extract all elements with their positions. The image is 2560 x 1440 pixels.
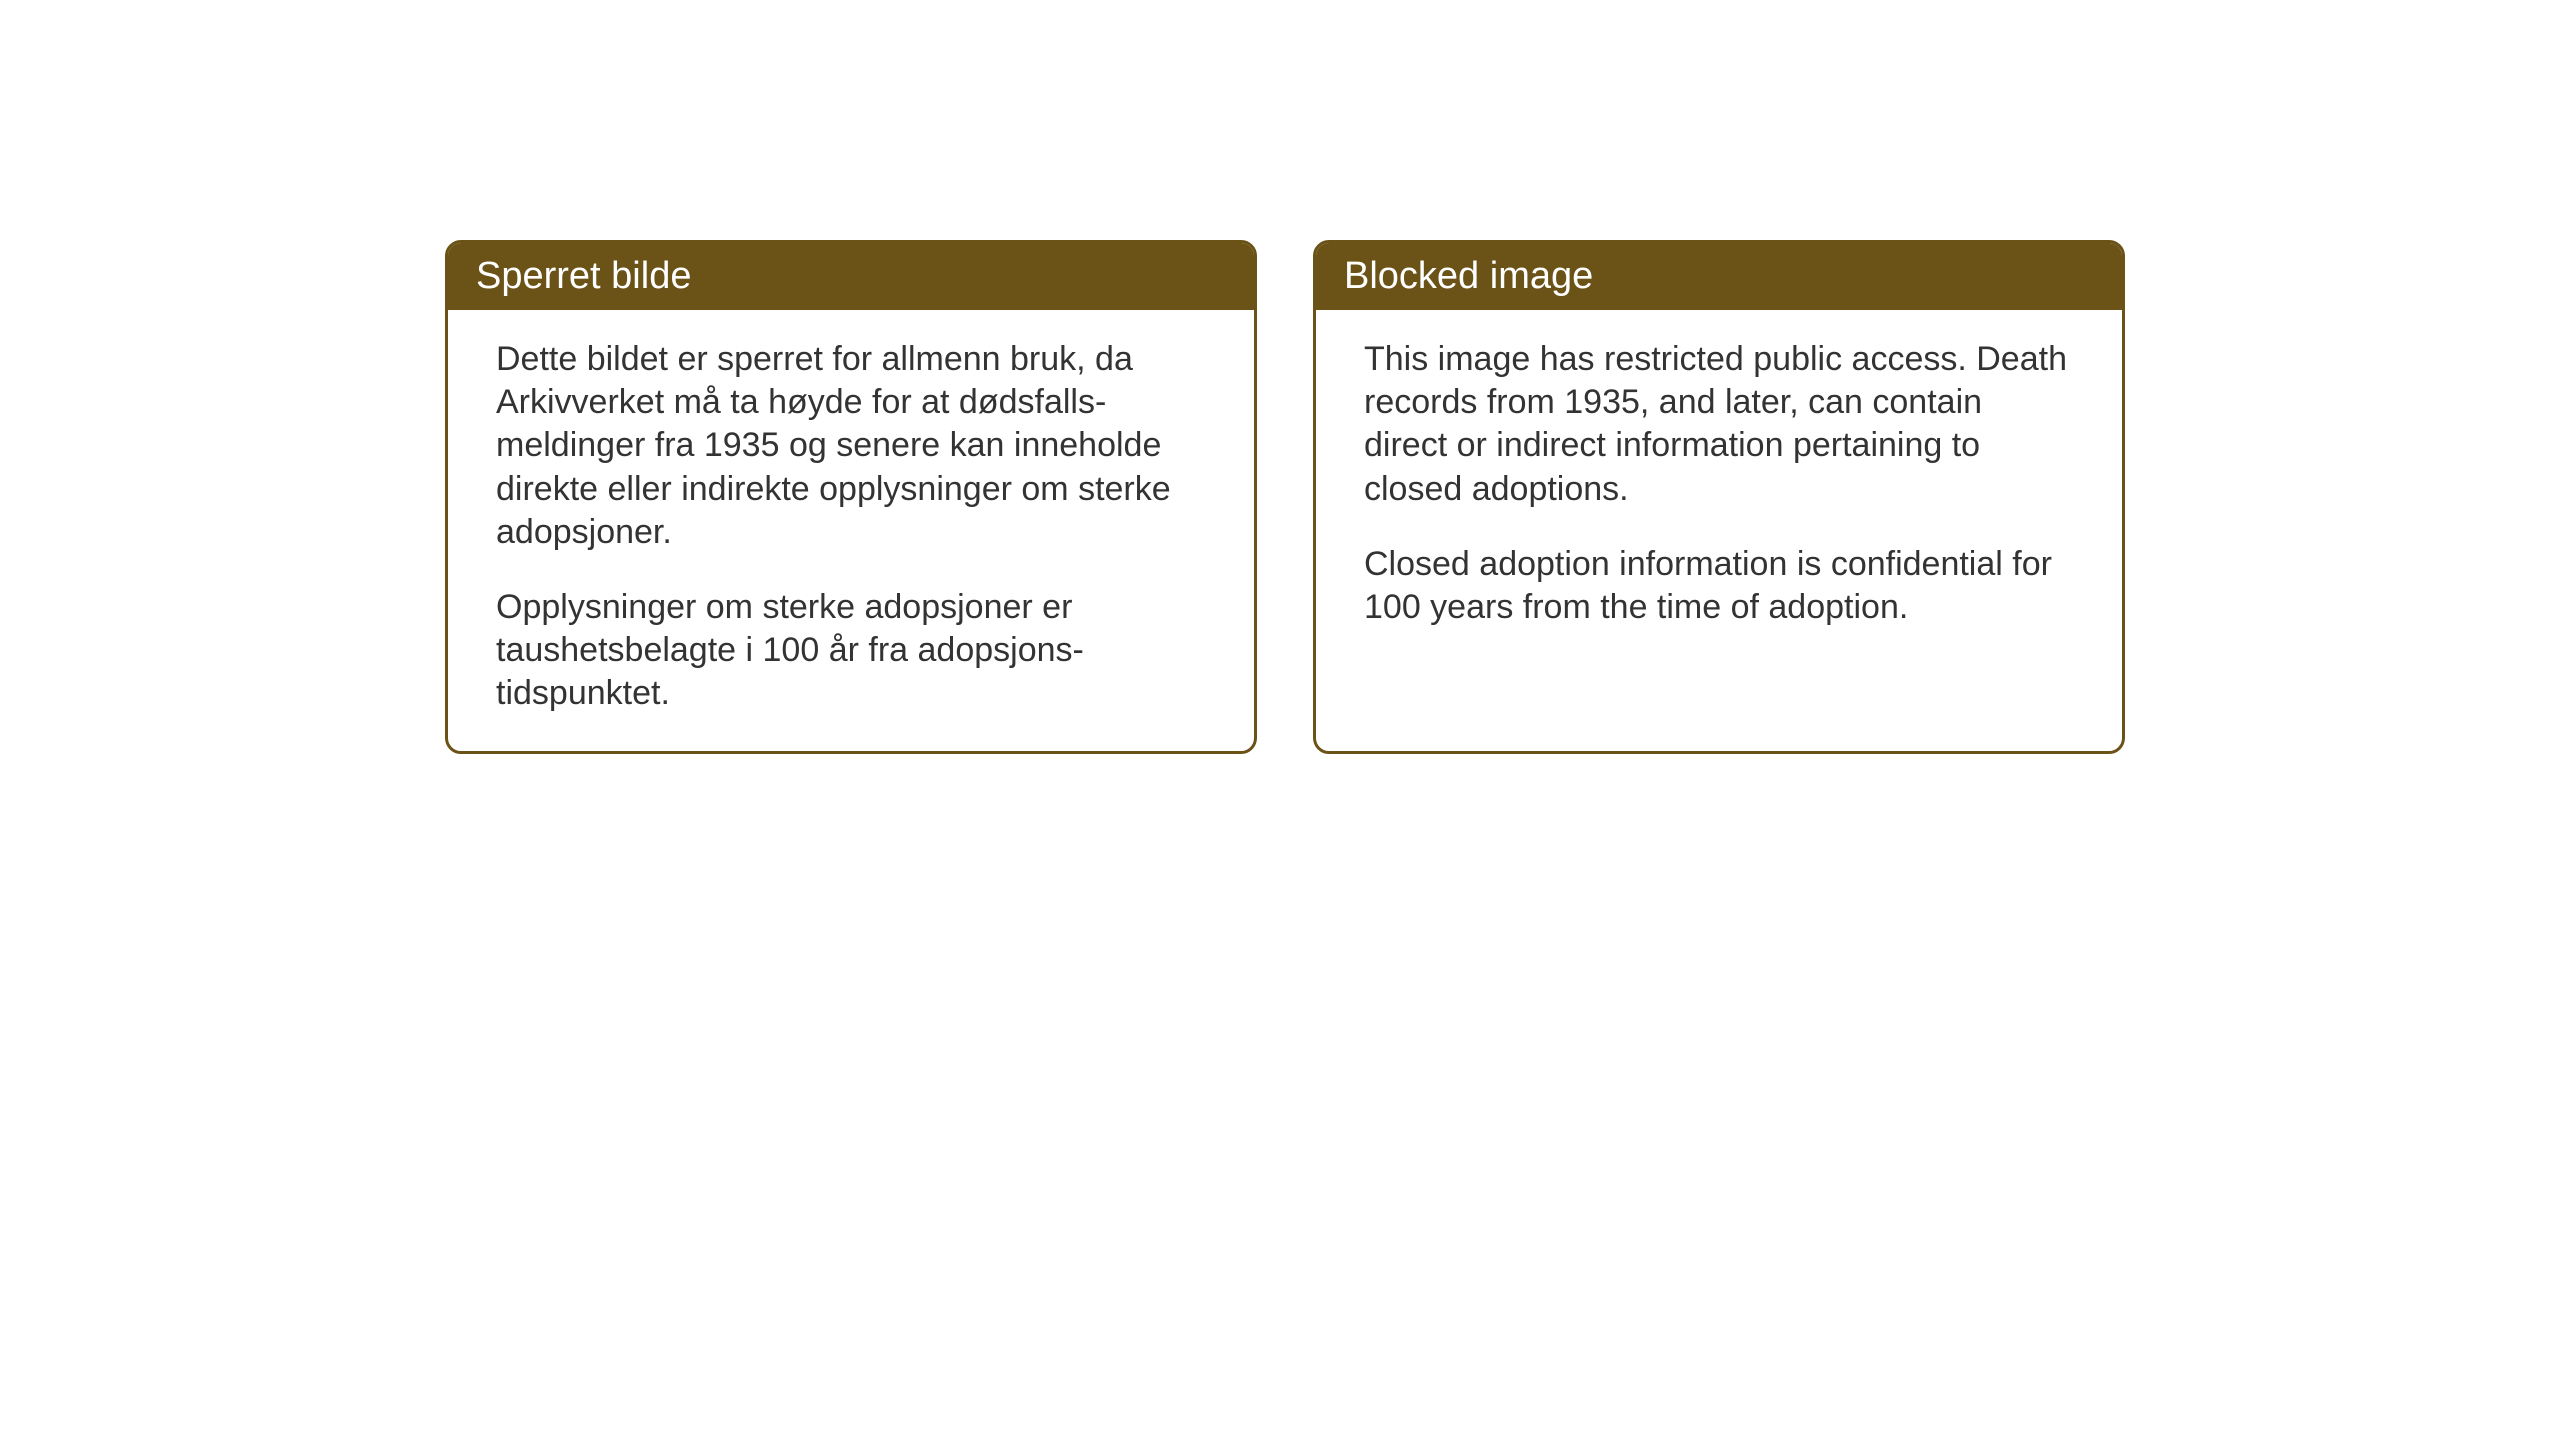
- notice-paragraph-2-english: Closed adoption information is confident…: [1364, 543, 2074, 629]
- notice-header-english: Blocked image: [1316, 243, 2122, 310]
- notice-body-english: This image has restricted public access.…: [1316, 310, 2122, 665]
- notice-title-norwegian: Sperret bilde: [476, 255, 691, 297]
- notice-paragraph-1-english: This image has restricted public access.…: [1364, 338, 2074, 511]
- notice-paragraph-2-norwegian: Opplysninger om sterke adopsjoner er tau…: [496, 586, 1206, 716]
- notice-body-norwegian: Dette bildet er sperret for allmenn bruk…: [448, 310, 1254, 751]
- notice-container: Sperret bilde Dette bildet er sperret fo…: [445, 240, 2125, 754]
- notice-header-norwegian: Sperret bilde: [448, 243, 1254, 310]
- notice-title-english: Blocked image: [1344, 255, 1593, 297]
- notice-box-english: Blocked image This image has restricted …: [1313, 240, 2125, 754]
- notice-paragraph-1-norwegian: Dette bildet er sperret for allmenn bruk…: [496, 338, 1206, 554]
- notice-box-norwegian: Sperret bilde Dette bildet er sperret fo…: [445, 240, 1257, 754]
